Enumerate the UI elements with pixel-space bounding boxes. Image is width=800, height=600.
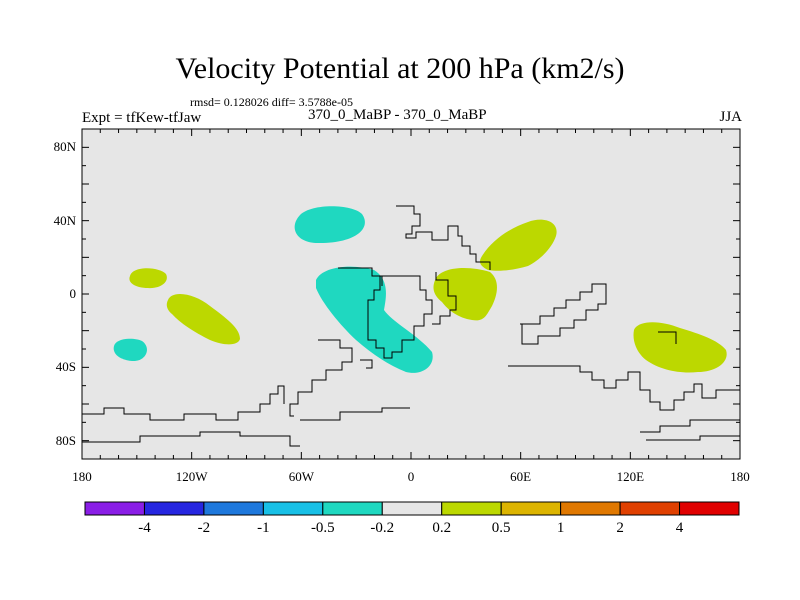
season-label: JJA (719, 109, 742, 125)
colorbar-label: -1 (257, 520, 270, 536)
colorbar-swatch (143, 501, 205, 516)
east-pacific-positive-north-region (129, 268, 167, 289)
colorbar-swatch (500, 501, 562, 516)
coastline-antarctic-interior (82, 431, 300, 447)
africa-positive-region (433, 268, 497, 321)
colorbar-swatch (203, 501, 264, 516)
colorbar-label: -2 (197, 520, 211, 536)
coastline-africa (432, 272, 457, 325)
colorbar-label: 2 (616, 520, 624, 536)
australia-positive-region (633, 322, 727, 373)
colorbar-swatch (84, 501, 145, 516)
lon-tick-label: 120W (175, 469, 208, 484)
lon-tick-label: 60W (288, 469, 314, 484)
south-pacific-negative-region (113, 338, 147, 362)
lat-tick-label: 80S (55, 432, 76, 448)
lat-tick-label: 40S (55, 359, 76, 375)
east-pacific-positive-south-region (166, 294, 240, 345)
lon-tick-label: 180 (72, 469, 92, 484)
north-atlantic-negative-region (294, 206, 365, 244)
map-ticks (81, 128, 741, 460)
lon-tick-label: 60E (510, 469, 532, 484)
colorbar-label: 4 (675, 520, 684, 536)
colorbar-swatch (619, 501, 681, 516)
coastline-indian-ocean (520, 283, 607, 345)
coastlines (82, 205, 740, 447)
colorbar-label: -0.5 (310, 520, 335, 536)
arabia-positive-region (480, 219, 557, 271)
coastline-europe (396, 205, 491, 270)
colorbar-swatch (381, 501, 443, 516)
coastline-antarctic-east-interior (646, 435, 740, 441)
coastline-antarctica-east (508, 365, 740, 411)
colorbar-label: -4 (138, 520, 151, 536)
colorbar-swatch (679, 501, 740, 516)
colorbar-label: 0.2 (432, 520, 452, 536)
experiment-label: Expt = tfKew-tfJaw (82, 110, 202, 126)
lat-tick-label: 40N (53, 212, 76, 228)
coastline-south-atlantic-block (360, 359, 373, 369)
lat-tick-label: 0 (69, 286, 77, 301)
colorbar-swatch (262, 501, 324, 516)
map-background (82, 129, 740, 459)
stats-line: rmsd= 0.128026 diff= 3.5788e-05 (190, 95, 353, 109)
colorbar-label: 0.5 (491, 520, 511, 536)
lon-tick-label: 120E (616, 469, 645, 484)
lon-tick-label: 180 (730, 469, 750, 484)
coastline-north-america-fragment (338, 267, 383, 286)
lon-tick-label: 0 (407, 469, 415, 484)
coastline-antarctica-west (82, 385, 285, 421)
colorbar-swatch (441, 501, 502, 516)
plot-title: Velocity Potential at 200 hPa (km2/s) (175, 52, 625, 85)
cases-label: 370_0_MaBP - 370_0_MaBP (308, 107, 487, 123)
colorbar-swatch (322, 501, 383, 516)
colorbar (84, 501, 740, 516)
anomaly-regions (113, 206, 727, 373)
coastline-antarctic-peninsula (289, 339, 353, 417)
colorbar-label: -0.2 (370, 520, 395, 536)
colorbar-label: 1 (556, 520, 565, 536)
coastline-southern-ocean-east (640, 419, 740, 433)
south-atlantic-negative-region (316, 266, 433, 373)
coastline-americas (367, 275, 433, 359)
coastline-antarctic-shelf (300, 407, 410, 421)
lat-tick-label: 80N (53, 139, 76, 155)
colorbar-swatch (560, 501, 621, 516)
coastline-pacific-block (658, 331, 677, 344)
